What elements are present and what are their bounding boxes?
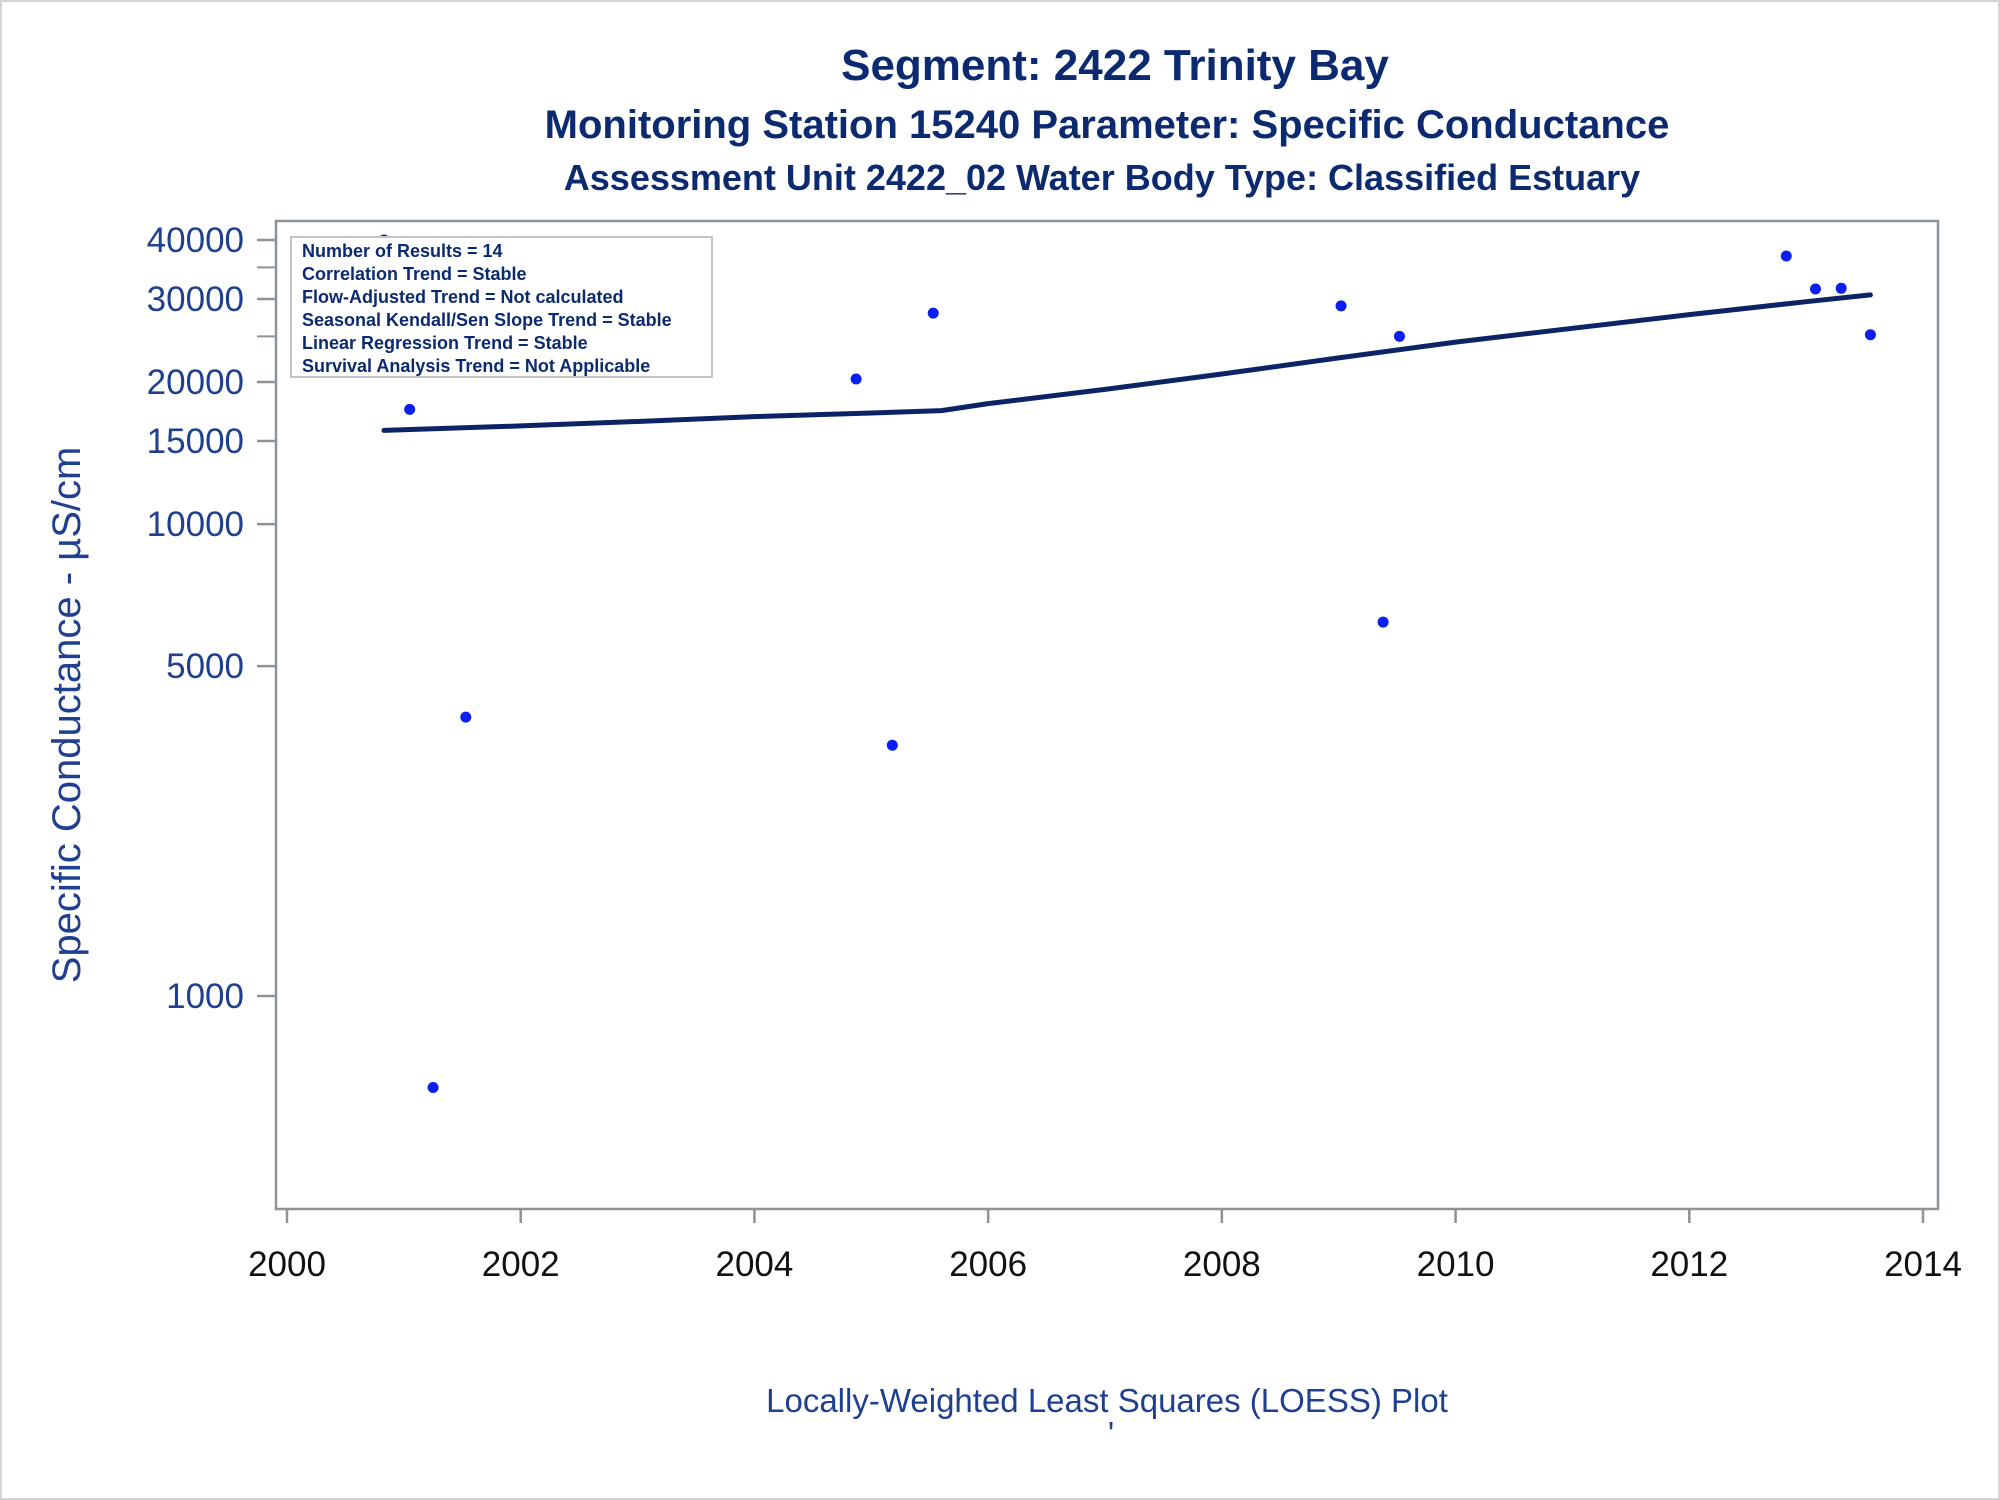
y-tick-label: 5000 xyxy=(166,647,244,686)
x-tick-label: 2012 xyxy=(1650,1245,1728,1284)
x-axis-label: Locally-Weighted Least Squares (LOESS) P… xyxy=(766,1382,1448,1419)
x-tick-label: 2002 xyxy=(482,1245,560,1284)
data-point xyxy=(1780,250,1792,262)
y-tick-label: 1000 xyxy=(166,977,244,1016)
stats-line-correlation: Correlation Trend = Stable xyxy=(302,264,527,284)
x-tick-label: 2000 xyxy=(248,1245,326,1284)
chart-subtitle-2: Assessment Unit 2422_02 Water Body Type:… xyxy=(564,157,1640,198)
y-axis: 40000 30000 20000 15000 10000 5000 1000 xyxy=(147,221,276,1016)
data-point xyxy=(927,307,939,319)
x-tick-label: 2004 xyxy=(715,1245,793,1284)
data-point xyxy=(460,711,472,723)
data-point xyxy=(404,403,416,415)
stats-line-linear-regression: Linear Regression Trend = Stable xyxy=(302,333,588,353)
data-point xyxy=(850,373,862,385)
x-axis: 2000 2002 2004 2006 2008 2010 2012 2014 xyxy=(248,1209,1962,1284)
y-tick-label: 10000 xyxy=(147,505,244,544)
footnote-mark: ' xyxy=(1108,1415,1114,1452)
stats-line-flow-adjusted: Flow-Adjusted Trend = Not calculated xyxy=(302,287,624,307)
data-point xyxy=(886,739,898,751)
loess-fit-series xyxy=(381,292,1873,433)
data-point xyxy=(1864,329,1876,341)
x-tick-label: 2014 xyxy=(1884,1245,1962,1284)
plot-area xyxy=(274,219,1940,1211)
loess-fit-line xyxy=(381,292,1873,433)
stats-line-survival: Survival Analysis Trend = Not Applicable xyxy=(302,356,650,376)
x-tick-label: 2006 xyxy=(949,1245,1027,1284)
stats-box-border xyxy=(290,236,713,378)
data-point xyxy=(1809,283,1821,295)
y-tick-label: 30000 xyxy=(147,280,244,319)
data-point xyxy=(1393,330,1405,342)
stats-box: Number of Results = 14 Correlation Trend… xyxy=(290,236,713,378)
x-tick-label: 2010 xyxy=(1417,1245,1495,1284)
chart-subtitle: Monitoring Station 15240 Parameter: Spec… xyxy=(545,103,1670,147)
data-point xyxy=(427,1081,439,1093)
chart-title: Segment: 2422 Trinity Bay xyxy=(841,41,1389,90)
y-tick-label: 15000 xyxy=(147,422,244,461)
stats-line-results: Number of Results = 14 xyxy=(302,241,503,261)
stats-line-seasonal-kendall: Seasonal Kendall/Sen Slope Trend = Stabl… xyxy=(302,310,672,330)
y-axis-label: Specific Conductance - µS/cm xyxy=(45,447,89,984)
y-tick-label: 20000 xyxy=(147,363,244,402)
x-tick-label: 2008 xyxy=(1183,1245,1261,1284)
data-point xyxy=(1835,282,1847,294)
y-tick-label: 40000 xyxy=(147,221,244,260)
data-point xyxy=(1335,300,1347,312)
data-point xyxy=(1377,616,1389,628)
